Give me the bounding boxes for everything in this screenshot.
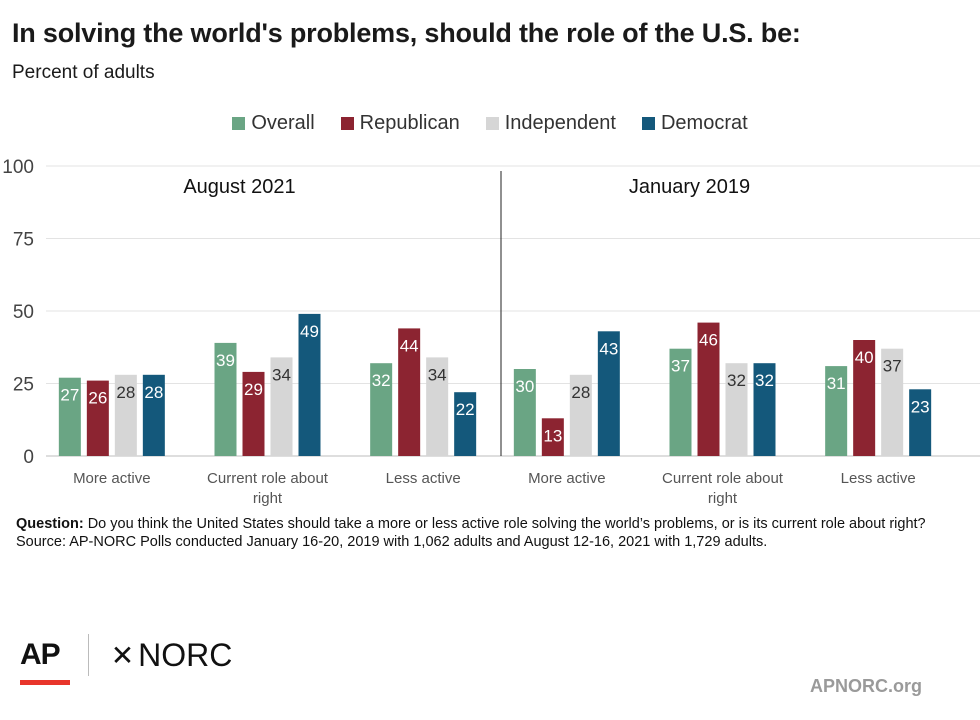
bar-value-label: 39 (216, 351, 235, 370)
bar-value-label: 30 (515, 377, 534, 396)
legend-item-democrat: Democrat (641, 112, 748, 135)
legend-swatch-republican (340, 117, 354, 130)
bar-value-label: 13 (543, 426, 562, 445)
x-category-label: Less active (386, 470, 461, 487)
legend-swatch-overall (232, 117, 246, 130)
bar (853, 340, 876, 456)
legend-label-democrat: Democrat (660, 112, 748, 134)
bar (298, 313, 321, 456)
bar-value-label: 34 (272, 365, 291, 384)
y-tick-label: 0 (23, 447, 34, 468)
panel-label: January 2019 (629, 176, 750, 198)
y-tick-label: 100 (2, 157, 34, 178)
bar-value-label: 32 (755, 371, 774, 390)
bar (909, 389, 932, 456)
question-label: Question: (16, 516, 84, 532)
bar-value-label: 28 (144, 383, 163, 402)
legend-label-independent: Independent (504, 112, 616, 134)
bar (86, 380, 109, 456)
norc-mark-icon: ✕ (110, 639, 135, 671)
chart-title: In solving the world's problems, should … (12, 18, 801, 48)
x-category-label: More active (73, 470, 151, 487)
ap-logo-underline (20, 680, 70, 685)
bar (541, 418, 564, 456)
panel-label: August 2021 (183, 176, 295, 198)
bar-value-label: 27 (60, 386, 79, 405)
bar-value-label: 32 (727, 371, 746, 390)
legend-label-republican: Republican (359, 112, 460, 134)
ap-logo-text: AP (20, 638, 61, 671)
bar (398, 328, 421, 456)
question-note: Question: Do you think the United States… (16, 515, 971, 533)
bar-value-label: 44 (400, 336, 419, 355)
bar (697, 322, 720, 456)
x-category-label: Current role about right (207, 470, 329, 507)
bar (513, 369, 536, 456)
bar (58, 377, 81, 456)
bar-chart: 0 25 50 75 100 August 2021 27 26 28 28 More active… (2, 157, 980, 507)
bar-value-label: 28 (116, 383, 135, 402)
logos: AP ✕ NORC (20, 630, 233, 685)
bar (114, 374, 137, 456)
bar-value-label: 37 (883, 357, 902, 376)
chart-subtitle: Percent of adults (12, 62, 155, 83)
bar (669, 348, 692, 456)
bar (881, 348, 904, 456)
bar-value-label: 28 (571, 383, 590, 402)
bar-value-label: 46 (699, 331, 718, 350)
y-tick-label: 50 (13, 302, 34, 323)
bar-value-label: 34 (428, 365, 447, 384)
bar (753, 363, 776, 456)
bar (825, 366, 848, 456)
bar-value-label: 22 (456, 400, 475, 419)
bar-value-label: 37 (671, 357, 690, 376)
bar-value-label: 26 (88, 389, 107, 408)
norc-logo: ✕ NORC (111, 637, 233, 674)
bar (142, 374, 165, 456)
bar (725, 363, 748, 456)
bar (370, 363, 393, 456)
source-note: Source: AP-NORC Polls conducted January … (16, 534, 768, 550)
bar-value-label: 40 (855, 348, 874, 367)
bar-value-label: 32 (372, 371, 391, 390)
bar (597, 331, 620, 456)
logo-divider (87, 634, 89, 676)
legend-item-independent: Independent (485, 112, 616, 135)
y-tick-label: 25 (13, 375, 34, 396)
bar-value-label: 31 (827, 374, 846, 393)
x-category-label: Current role about right (662, 470, 784, 507)
chart-footer: Question: Do you think the United States… (16, 515, 971, 551)
ap-logo: AP (20, 638, 70, 685)
bar-value-label: 29 (244, 380, 263, 399)
bar-value-label: 49 (300, 322, 319, 341)
bar (454, 392, 477, 456)
x-category-label: Less active (841, 470, 916, 487)
legend-item-overall: Overall (232, 112, 315, 135)
legend-item-republican: Republican (340, 112, 460, 135)
x-category-label: More active (528, 470, 606, 487)
legend-label-overall: Overall (251, 112, 315, 134)
norc-logo-text: NORC (138, 636, 233, 673)
bar (242, 371, 265, 456)
bar-value-label: 43 (599, 339, 618, 358)
bar (569, 374, 592, 456)
legend-swatch-independent (485, 117, 499, 130)
site-url: APNORC.org (810, 676, 922, 696)
legend-swatch-democrat (641, 117, 655, 130)
bar (270, 357, 293, 456)
bar-value-label: 23 (911, 397, 930, 416)
bar (426, 357, 449, 456)
question-text: Do you think the United States should ta… (83, 516, 926, 532)
bar (214, 342, 237, 456)
y-tick-label: 75 (13, 230, 34, 251)
legend: Overall Republican Independent Democrat (0, 112, 980, 135)
